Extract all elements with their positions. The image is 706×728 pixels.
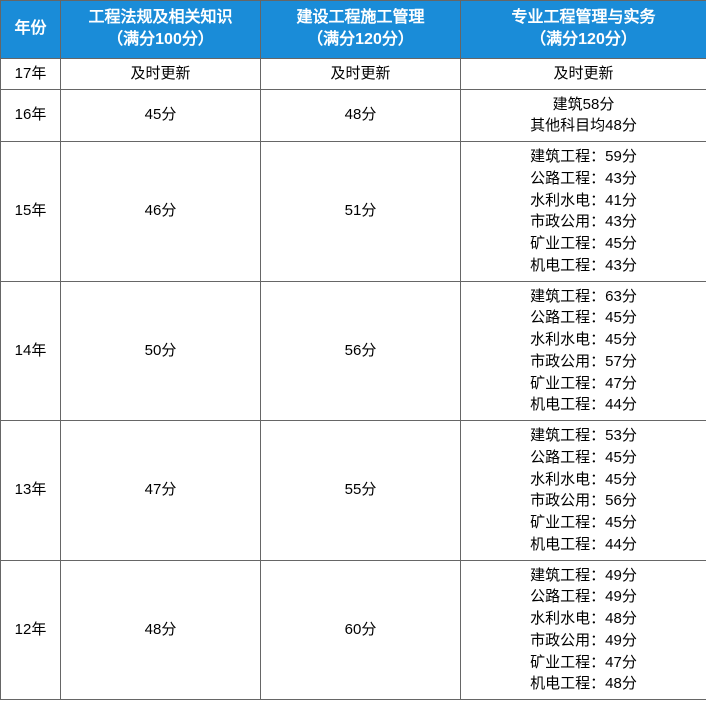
- cell-law: 及时更新: [61, 58, 261, 89]
- cell-mgmt: 60分: [261, 560, 461, 700]
- table-body: 17年 及时更新 及时更新 及时更新 16年 45分 48分 建筑58分 其他科…: [1, 58, 706, 699]
- cell-law: 45分: [61, 89, 261, 142]
- header-prof: 专业工程管理与实务 （满分120分）: [461, 1, 706, 59]
- header-mgmt-line2: （满分120分）: [307, 31, 414, 48]
- cell-law: 48分: [61, 560, 261, 700]
- table-header: 年份 工程法规及相关知识 （满分100分） 建设工程施工管理 （满分120分） …: [1, 1, 706, 59]
- cell-law: 47分: [61, 421, 261, 561]
- table-row: 12年 48分 60分 建筑工程：49分 公路工程：49分 水利水电：48分 市…: [1, 560, 706, 700]
- cell-prof: 建筑工程：49分 公路工程：49分 水利水电：48分 市政公用：49分 矿业工程…: [461, 560, 706, 700]
- header-prof-line1: 专业工程管理与实务: [511, 9, 655, 26]
- table-row: 16年 45分 48分 建筑58分 其他科目均48分: [1, 89, 706, 142]
- cell-mgmt: 及时更新: [261, 58, 461, 89]
- score-table-container: 年份 工程法规及相关知识 （满分100分） 建设工程施工管理 （满分120分） …: [0, 0, 706, 700]
- cell-mgmt: 51分: [261, 142, 461, 282]
- cell-mgmt: 55分: [261, 421, 461, 561]
- table-row: 14年 50分 56分 建筑工程：63分 公路工程：45分 水利水电：45分 市…: [1, 281, 706, 421]
- cell-law: 46分: [61, 142, 261, 282]
- header-mgmt: 建设工程施工管理 （满分120分）: [261, 1, 461, 59]
- cell-year: 16年: [1, 89, 61, 142]
- table-row: 17年 及时更新 及时更新 及时更新: [1, 58, 706, 89]
- cell-law: 50分: [61, 281, 261, 421]
- cell-prof: 建筑工程：63分 公路工程：45分 水利水电：45分 市政公用：57分 矿业工程…: [461, 281, 706, 421]
- cell-prof: 建筑工程：59分 公路工程：43分 水利水电：41分 市政公用：43分 矿业工程…: [461, 142, 706, 282]
- header-law-line2: （满分100分）: [107, 31, 214, 48]
- cell-mgmt: 56分: [261, 281, 461, 421]
- cell-year: 13年: [1, 421, 61, 561]
- score-table: 年份 工程法规及相关知识 （满分100分） 建设工程施工管理 （满分120分） …: [0, 0, 706, 700]
- header-row: 年份 工程法规及相关知识 （满分100分） 建设工程施工管理 （满分120分） …: [1, 1, 706, 59]
- cell-year: 15年: [1, 142, 61, 282]
- table-row: 15年 46分 51分 建筑工程：59分 公路工程：43分 水利水电：41分 市…: [1, 142, 706, 282]
- cell-prof: 及时更新: [461, 58, 706, 89]
- header-year: 年份: [1, 1, 61, 59]
- cell-year: 12年: [1, 560, 61, 700]
- cell-mgmt: 48分: [261, 89, 461, 142]
- cell-year: 17年: [1, 58, 61, 89]
- header-mgmt-line1: 建设工程施工管理: [296, 9, 424, 26]
- header-year-label: 年份: [14, 20, 46, 37]
- header-prof-line2: （满分120分）: [530, 31, 637, 48]
- cell-prof: 建筑58分 其他科目均48分: [461, 89, 706, 142]
- cell-year: 14年: [1, 281, 61, 421]
- table-row: 13年 47分 55分 建筑工程：53分 公路工程：45分 水利水电：45分 市…: [1, 421, 706, 561]
- header-law: 工程法规及相关知识 （满分100分）: [61, 1, 261, 59]
- header-law-line1: 工程法规及相关知识: [88, 9, 232, 26]
- cell-prof: 建筑工程：53分 公路工程：45分 水利水电：45分 市政公用：56分 矿业工程…: [461, 421, 706, 561]
